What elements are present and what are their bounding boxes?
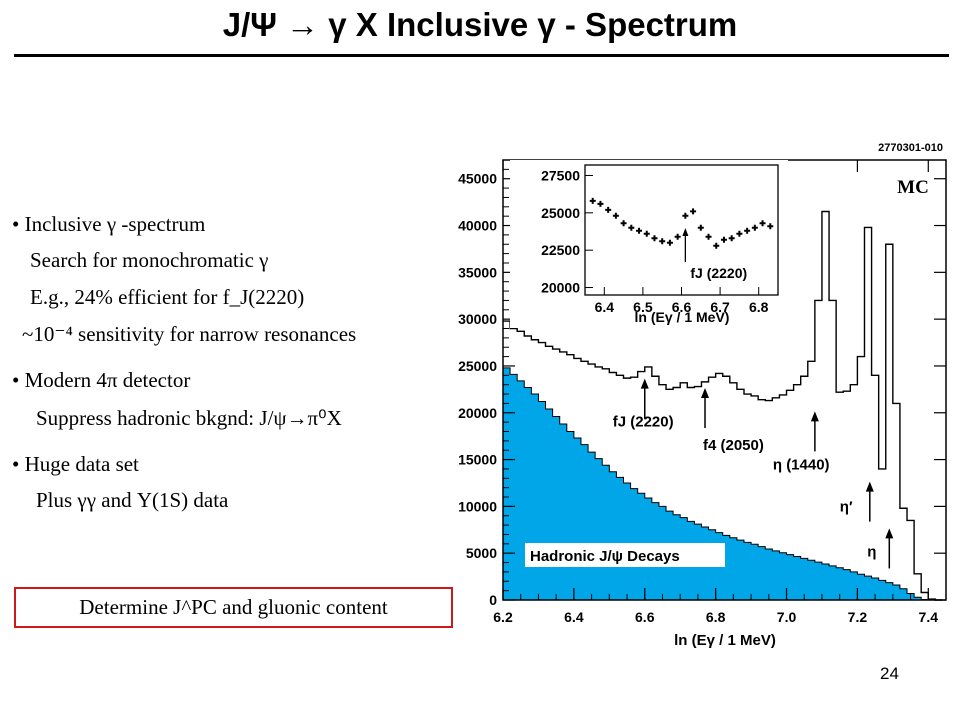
bullet-sub-efficiency: E.g., 24% efficient for f_J(2220) [30, 285, 305, 309]
series-total-line [503, 210, 943, 601]
annotation-arrow-head [640, 378, 649, 389]
bullet-inclusive: • Inclusive γ -spectrum [12, 212, 206, 236]
inset-y-tick-label: 25000 [541, 205, 580, 221]
annotation-label: η [867, 543, 876, 560]
series-hadronic-area [502, 367, 946, 601]
y-tick-label: 10000 [458, 498, 497, 514]
bullet-sub-data: Plus γγ and Υ(1S) data [36, 488, 229, 512]
inset-point [697, 224, 704, 231]
annotation-label: fJ (2220) [613, 414, 674, 431]
inset-y-tick-label: 20000 [541, 280, 580, 296]
page-title: J/Ψ → γ X Inclusive γ - Spectrum [222, 6, 738, 43]
annotation-label: η′ [840, 499, 853, 516]
inset-point [659, 238, 666, 245]
inset-point [589, 197, 596, 204]
x-tick-label: 7.4 [919, 609, 939, 625]
x-tick-label: 6.2 [493, 609, 513, 625]
annotation-label: η (1440) [773, 456, 830, 473]
page-number: 24 [880, 664, 899, 683]
inset-point [636, 227, 643, 234]
inset-point [674, 233, 681, 240]
inset-point [736, 230, 743, 237]
x-tick-label: 7.0 [777, 609, 797, 625]
inset-y-tick-label: 27500 [541, 167, 580, 183]
y-tick-label: 30000 [458, 311, 497, 327]
inset-point [605, 206, 612, 213]
annotation-arrow-head [885, 528, 894, 539]
y-tick-label: 35000 [458, 264, 497, 280]
inset-x-axis-label: ln (Eγ / 1 MeV) [635, 309, 730, 325]
y-tick-label: 20000 [458, 405, 497, 421]
inset-point [597, 200, 604, 207]
inset-point [767, 223, 774, 230]
inset-point [759, 220, 766, 227]
inset-point [720, 236, 727, 243]
conclusion-box: Determine J^PC and gluonic content [14, 587, 453, 628]
annotation-arrow-head [810, 411, 819, 422]
inset-point [643, 230, 650, 237]
bullet-detector: • Modern 4π detector [12, 368, 191, 392]
inset-x-tick-label: 6.4 [595, 299, 615, 315]
annotation-arrow-head [865, 481, 874, 492]
title-rule [14, 54, 949, 57]
inset-x-tick-label: 6.7 [710, 299, 730, 315]
inset-point [751, 224, 758, 231]
x-tick-label: 6.4 [564, 609, 584, 625]
inset-x-tick-label: 6.5 [633, 299, 653, 315]
inset-point [620, 220, 627, 227]
annotation-label: f4 (2050) [703, 437, 764, 454]
inset-point [651, 235, 658, 242]
x-tick-label: 6.8 [706, 609, 726, 625]
figure-id: 2770301-010 [878, 142, 943, 154]
legend-hadronic: Hadronic J/ψ Decays [530, 548, 680, 565]
inset-point [728, 235, 735, 242]
inset-point [682, 212, 689, 219]
bullet-sub-suppress: Suppress hadronic bkgnd: J/ψ→π⁰X [36, 406, 342, 430]
inset-x-tick-label: 6.8 [749, 299, 769, 315]
y-tick-label: 45000 [458, 171, 497, 187]
inset-background [510, 160, 788, 328]
x-tick-label: 6.6 [635, 609, 655, 625]
y-tick-label: 15000 [458, 452, 497, 468]
x-tick-label: 7.2 [848, 609, 868, 625]
inset-point [690, 208, 697, 215]
y-tick-label: 0 [489, 592, 497, 608]
inset-point [612, 212, 619, 219]
inset-point [666, 239, 673, 246]
inset-y-tick-label: 22500 [541, 242, 580, 258]
inset-x-tick-label: 6.6 [672, 299, 692, 315]
inset-arrow-head [682, 228, 689, 236]
inset-point [713, 242, 720, 249]
y-tick-label: 5000 [466, 545, 497, 561]
y-tick-label: 40000 [458, 218, 497, 234]
x-axis-label: ln (Eγ / 1 MeV) [674, 632, 776, 649]
inset-point [744, 227, 751, 234]
mc-label: MC [897, 177, 929, 198]
bullet-dataset: • Huge data set [12, 452, 139, 476]
inset-annotation-label: fJ (2220) [690, 265, 747, 281]
inset-point [705, 233, 712, 240]
legend-background [525, 543, 725, 567]
y-tick-label: 25000 [458, 358, 497, 374]
bullet-sub-sensitivity: ~10⁻⁴ sensitivity for narrow resonances [22, 322, 357, 346]
bullet-sub-search: Search for monochromatic γ [30, 248, 269, 272]
inset-point [628, 224, 635, 231]
annotation-arrow-head [701, 388, 710, 398]
